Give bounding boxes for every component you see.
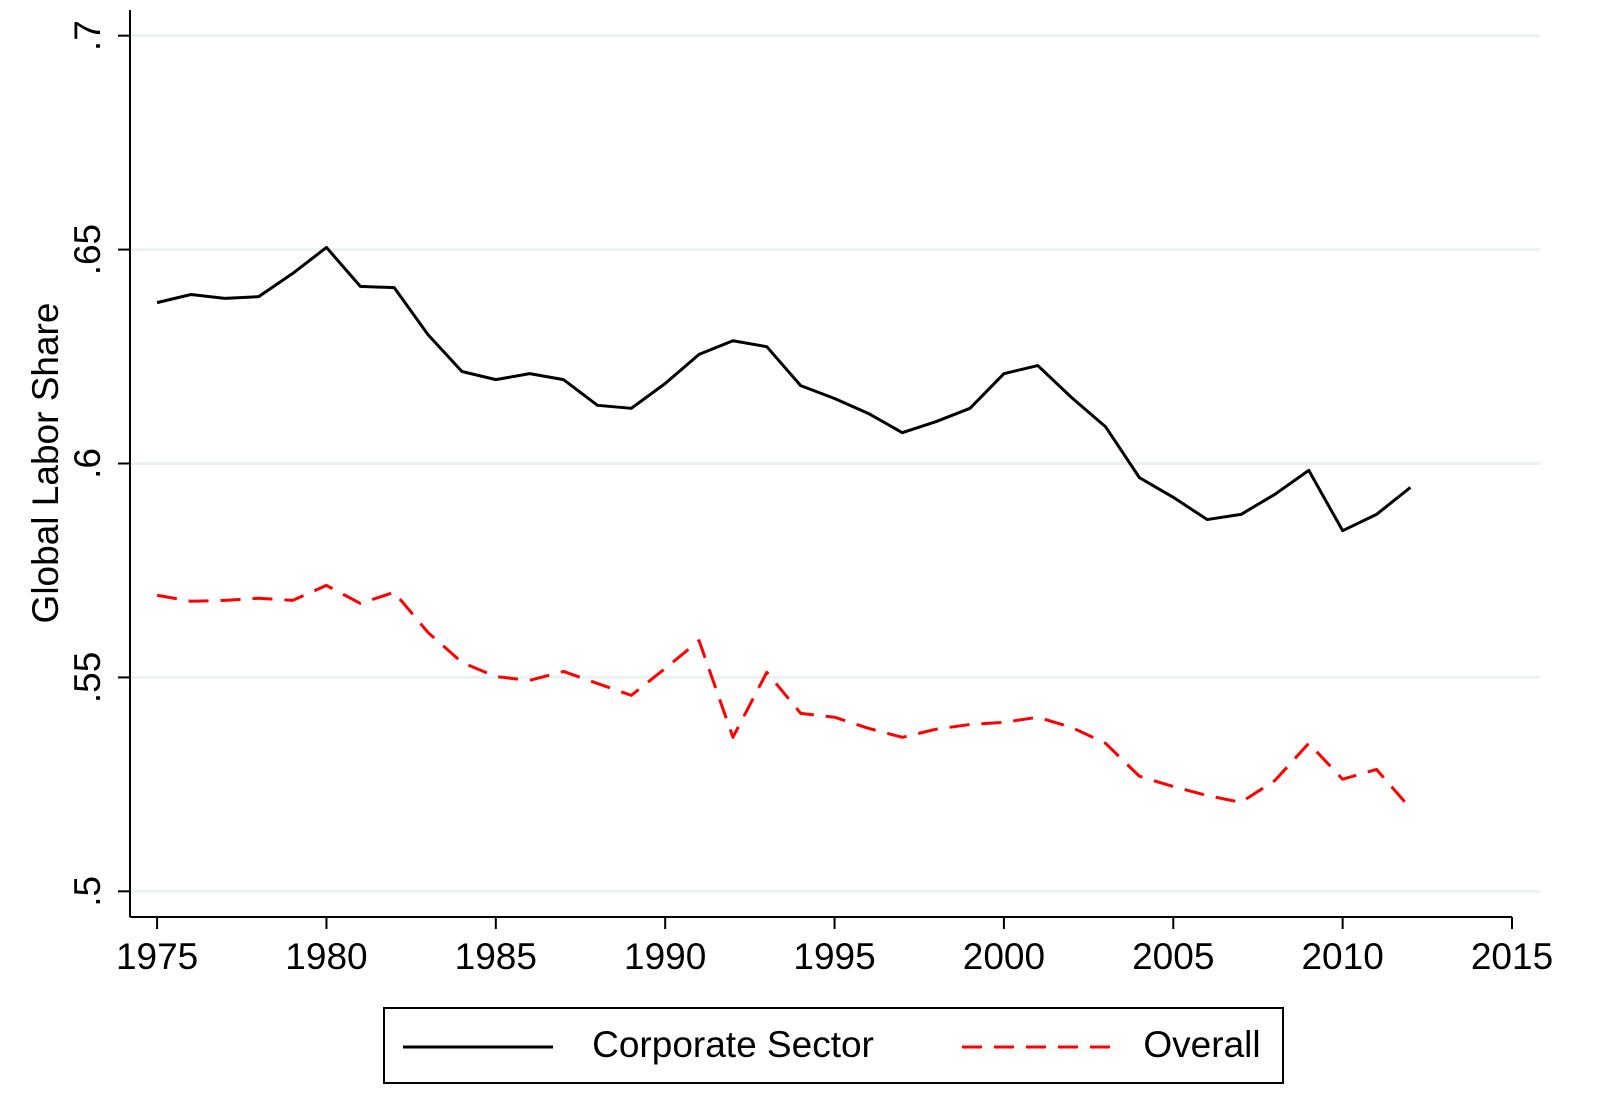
y-tick-label: .6 [67,448,108,479]
y-tick-label: .5 [67,876,108,907]
x-tick-label: 1985 [455,936,537,977]
x-tick-label: 1995 [793,936,875,977]
x-tick-label: 2000 [963,936,1045,977]
y-axis-title: Global Labor Share [25,303,66,624]
x-tick-label: 2015 [1471,936,1553,977]
legend-label: Corporate Sector [592,1024,874,1065]
series-line [156,245,1412,533]
x-tick-label: 1990 [624,936,706,977]
legend-label: Overall [1143,1024,1260,1065]
y-tick-label: .7 [67,20,108,51]
x-tick-label: 2010 [1301,936,1383,977]
y-tick-label: .65 [67,224,108,275]
x-tick-label: 2005 [1132,936,1214,977]
x-tick-label: 1980 [285,936,367,977]
y-tick-label: .55 [67,652,108,703]
x-tick-label: 1975 [116,936,198,977]
series-line [156,583,1412,810]
